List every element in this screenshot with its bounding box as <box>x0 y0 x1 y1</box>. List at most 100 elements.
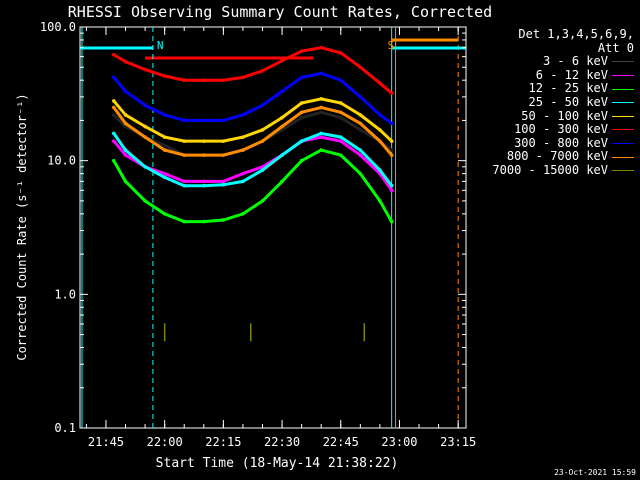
series-1-point <box>358 153 363 157</box>
series-2-point <box>378 199 382 203</box>
series-4-point <box>241 135 245 139</box>
legend-label: 12 - 25 keV <box>528 81 608 96</box>
series-2-point <box>221 218 226 222</box>
series-2-point <box>389 219 394 224</box>
series-3-point <box>338 135 343 139</box>
series-6-point <box>389 121 394 126</box>
series-5-point <box>221 78 226 82</box>
series-2-point <box>201 219 206 224</box>
series-4-point <box>182 139 187 143</box>
series-6-line <box>112 71 393 125</box>
legend-swatch <box>612 156 634 158</box>
legend-label: 7000 - 15000 keV <box>492 162 608 177</box>
series-7-point <box>378 139 382 143</box>
series-6-point <box>260 103 265 107</box>
series-1-point <box>201 179 206 184</box>
legend-entry: 6 - 12 keV <box>492 67 634 83</box>
series-7-point <box>319 105 324 110</box>
series-6-point <box>358 95 363 99</box>
series-2-point <box>143 199 147 203</box>
series-1-line <box>112 135 393 192</box>
legend-label: 25 - 50 keV <box>528 94 608 109</box>
y-tick-label: 10.0 <box>47 154 76 168</box>
series-4-point <box>111 99 116 103</box>
legend-swatch <box>612 88 634 90</box>
x-tick-label: 23:00 <box>381 435 417 449</box>
legend-label: 800 - 7000 keV <box>506 149 608 164</box>
series-4-point <box>260 128 265 132</box>
series-1-point <box>111 139 116 143</box>
series-7-point <box>241 148 245 152</box>
series-5-point <box>299 49 304 53</box>
y-axis-label: Corrected Count Rate (s⁻¹ detector⁻¹) <box>15 93 29 360</box>
series-4-point <box>389 139 394 143</box>
series-0-point <box>358 128 363 132</box>
legend-entry: 100 - 300 keV <box>492 123 634 137</box>
legend-swatch <box>612 61 634 63</box>
series-3-point <box>358 148 363 152</box>
series-3-point <box>260 168 265 172</box>
series-3-point <box>201 183 206 188</box>
series-6-point <box>299 75 304 80</box>
series-5-point <box>182 78 187 82</box>
legend-entry: 50 - 100 keV <box>492 108 634 124</box>
legend-label: 6 - 12 keV <box>535 67 608 82</box>
marker-label-N: N <box>157 39 164 52</box>
chart-legend: Det 1,3,4,5,6,9, Att 0 3 - 6 keV 6 - 12 k… <box>492 27 634 178</box>
series-7-point <box>162 148 167 152</box>
series-6-point <box>201 118 206 123</box>
series-3-line <box>112 131 393 188</box>
series-6-point <box>143 103 147 107</box>
series-2-point <box>241 212 245 216</box>
legend-swatch <box>612 75 634 77</box>
series-6-point <box>182 118 187 123</box>
plot-frame <box>79 26 467 429</box>
series-2-point <box>319 148 324 152</box>
legend-header-line-1: Det 1,3,4,5,6,9, <box>518 27 634 41</box>
series-4-point <box>280 115 284 120</box>
series-3-point <box>162 175 167 180</box>
series-5-point <box>260 69 265 73</box>
series-5-point <box>338 51 343 55</box>
series-7-line <box>112 105 393 157</box>
timestamp: 23-Oct-2021 15:59 <box>554 468 636 477</box>
series-4-point <box>221 139 226 143</box>
series-0-point <box>299 115 304 120</box>
legend-entry: 12 - 25 keV <box>492 82 634 96</box>
series-0-point <box>389 148 394 152</box>
series-7-point <box>143 135 147 139</box>
legend-label: 300 - 800 keV <box>514 135 608 150</box>
series-4-line <box>112 97 393 143</box>
legend-header-line-2: Att 0 <box>597 40 634 55</box>
series-2-point <box>338 153 343 157</box>
series-5-line <box>113 46 393 95</box>
y-tick-label: 0.1 <box>54 421 76 435</box>
y-axis-ticks: 0.1 1.0 10.0 100.0 <box>40 20 466 435</box>
series-4-point <box>338 101 343 105</box>
series-5-point <box>162 74 167 78</box>
series-1-point <box>241 171 245 176</box>
series-4-point <box>201 139 206 143</box>
series-7-point <box>358 121 363 126</box>
series-0-point <box>319 110 324 115</box>
legend-label: 50 - 100 keV <box>521 108 608 123</box>
series-1-point <box>221 179 226 184</box>
series-2-point <box>182 219 187 224</box>
series-5-point <box>389 91 394 95</box>
x-tick-label: 21:45 <box>88 435 124 449</box>
series-2-line <box>112 148 393 224</box>
series-6-point <box>338 78 343 82</box>
legend-entry: 7000 - 15000 keV <box>492 162 634 178</box>
series-6-point <box>378 113 382 117</box>
x-tick-label: 23:15 <box>440 435 476 449</box>
legend-entry: 800 - 7000 keV <box>492 150 634 164</box>
series-3-point <box>221 182 226 187</box>
x-tick-label: 22:00 <box>147 435 183 449</box>
series-2-point <box>358 171 363 176</box>
series-3-point <box>378 168 382 172</box>
series-7-point <box>338 110 343 115</box>
series-1-point <box>162 171 167 176</box>
series-0-point <box>338 115 343 120</box>
series-4-point <box>358 113 363 117</box>
